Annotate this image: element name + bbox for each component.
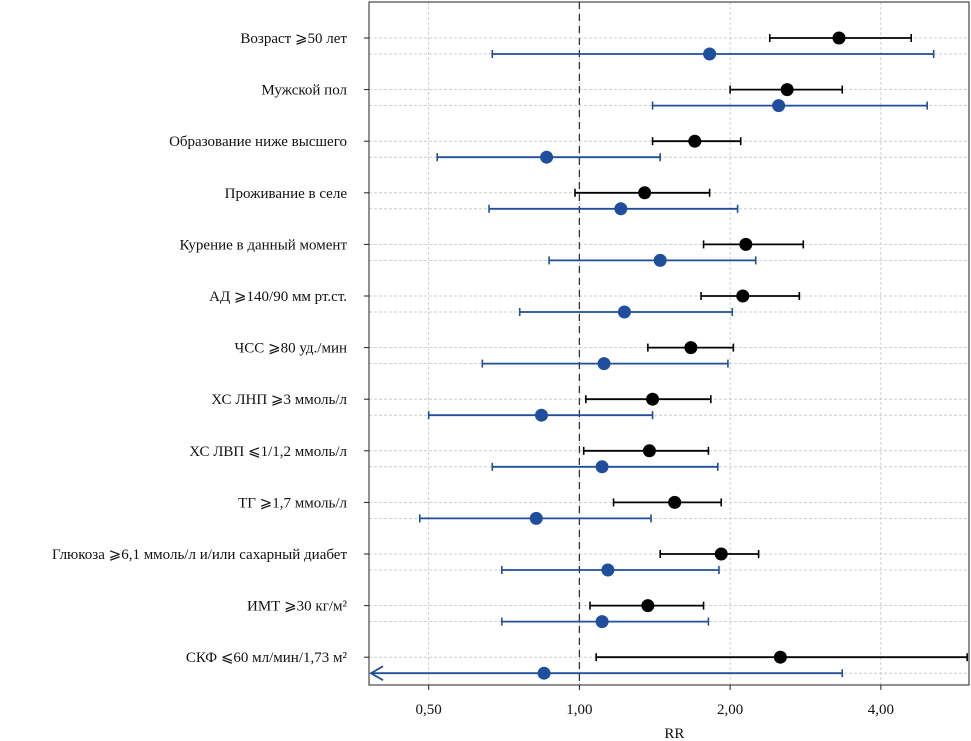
blue-series-row [491,460,719,474]
blue-point [529,511,543,525]
black-series-row [729,83,844,97]
row-label: СКФ ⩽60 мл/мин/1,73 м² [186,650,348,666]
black-point [642,444,656,458]
x-tick-label: 4,00 [868,702,894,718]
blue-point [537,666,551,680]
blue-series-row [501,615,710,629]
blue-point [772,99,786,113]
black-series-row [768,31,913,45]
blue-point [703,47,717,61]
blue-point [534,408,548,422]
black-series-row [700,289,801,303]
black-point [780,83,794,97]
blue-point [540,150,554,164]
black-point [646,392,660,406]
blue-series-row [369,665,844,681]
black-point [668,495,682,509]
black-point [684,341,698,355]
black-point [739,237,753,251]
row-label: Возраст ⩾50 лет [240,31,347,47]
x-tick-label: 1,00 [566,702,592,718]
row-label: ИМТ ⩾30 кг/м² [247,599,348,615]
black-series-row [702,237,805,251]
x-axis-label: RR [664,726,684,741]
black-series-row [659,547,760,561]
blue-point [597,357,611,371]
row-labels: Возраст ⩾50 лет Мужской пол Образование ни… [52,31,369,666]
x-axis: 0,50 1,00 2,00 4,00 [416,685,894,718]
plot-border [368,1,970,686]
series [369,31,968,681]
row-label: АД ⩾140/90 мм рт.ст. [209,289,347,305]
black-series-row [612,495,723,509]
blue-series-row [427,408,654,422]
plot-frame [368,1,970,686]
black-point [832,31,846,45]
blue-series-row [501,563,720,577]
blue-series-row [436,150,661,164]
blue-series-row [518,305,734,319]
row-label: Мужской пол [261,83,347,99]
blue-series-row [488,202,739,216]
row-label: Курение в данный момент [180,237,348,253]
row-label: ТГ ⩾1,7 ммоль/л [238,495,347,511]
row-label: ЧСС ⩾80 уд./мин [235,341,347,357]
black-series-row [651,134,742,148]
black-point [736,289,750,303]
black-series-row [589,599,705,613]
row-label: Образование ниже высшего [169,134,347,150]
black-series-row [647,341,735,355]
blue-series-row [491,47,935,61]
blue-point [614,202,628,216]
black-point [641,599,655,613]
blue-series-row [481,357,729,371]
black-point [688,134,702,148]
blue-point [653,253,667,267]
black-point [714,547,728,561]
black-series-row [585,392,712,406]
black-point [773,650,787,664]
blue-ci-arrow-left [369,665,384,681]
blue-point [617,305,631,319]
row-label: Глюкоза ⩾6,1 ммоль/л и/или сахарный диаб… [52,547,347,563]
grid [369,2,969,685]
black-point [638,186,652,200]
row-label: Проживание в селе [225,186,348,202]
row-label: ХС ЛНП ⩾3 ммоль/л [211,392,347,408]
blue-point [595,460,609,474]
blue-series-row [418,511,652,525]
row-label: ХС ЛВП ⩽1/1,2 ммоль/л [189,444,347,460]
blue-point [601,563,615,577]
black-series-row [582,444,710,458]
blue-series-row [548,253,757,267]
blue-series-row [651,99,928,113]
black-series-row [574,186,711,200]
x-tick-label: 0,50 [416,702,442,718]
blue-point [595,615,609,629]
black-series-row [595,650,968,664]
x-tick-label: 2,00 [717,702,743,718]
